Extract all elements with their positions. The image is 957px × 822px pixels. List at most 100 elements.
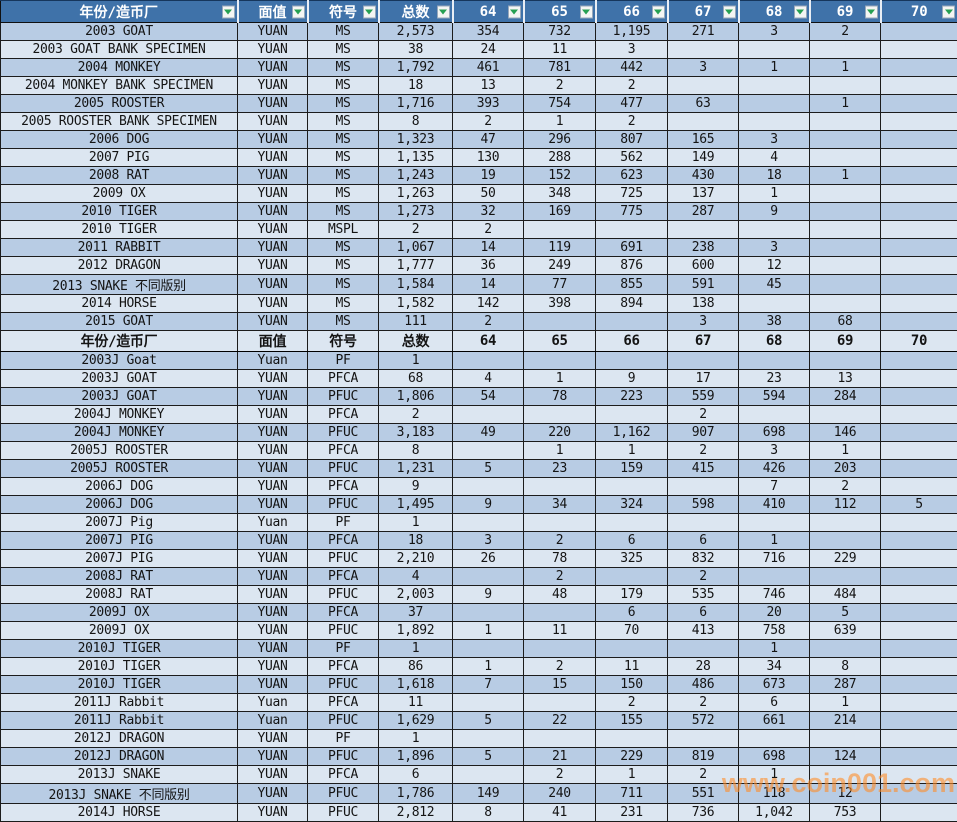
value-cell[interactable]: 6 (379, 766, 453, 784)
value-cell[interactable]: PFUC (308, 622, 379, 640)
value-cell[interactable]: 238 (668, 239, 739, 257)
value-cell[interactable]: PFUC (308, 748, 379, 766)
value-cell[interactable]: 28 (668, 658, 739, 676)
value-cell[interactable]: YUAN (238, 676, 308, 694)
value-cell[interactable]: 65 (524, 331, 596, 352)
row-label-cell[interactable]: 2011J Rabbit (1, 712, 238, 730)
value-cell[interactable]: 7 (739, 478, 810, 496)
value-cell[interactable]: 3 (739, 23, 810, 41)
value-cell[interactable]: 442 (596, 59, 668, 77)
value-cell[interactable] (739, 295, 810, 313)
value-cell[interactable]: 12 (810, 784, 881, 804)
row-label-cell[interactable]: 2010J TIGER (1, 658, 238, 676)
value-cell[interactable]: PFUC (308, 424, 379, 442)
column-header[interactable]: 年份/造币厂 (1, 1, 238, 23)
value-cell[interactable]: 249 (524, 257, 596, 275)
value-cell[interactable]: 11 (596, 658, 668, 676)
value-cell[interactable]: 214 (810, 712, 881, 730)
value-cell[interactable]: 484 (810, 586, 881, 604)
value-cell[interactable]: 477 (596, 95, 668, 113)
value-cell[interactable] (810, 41, 881, 59)
column-header[interactable]: 70 (881, 1, 957, 23)
filter-dropdown-icon[interactable] (437, 5, 450, 18)
filter-dropdown-icon[interactable] (222, 5, 235, 18)
value-cell[interactable]: 37 (379, 604, 453, 622)
value-cell[interactable]: 1 (524, 442, 596, 460)
row-label-cell[interactable]: 2008J RAT (1, 568, 238, 586)
value-cell[interactable] (596, 221, 668, 239)
value-cell[interactable] (453, 604, 524, 622)
value-cell[interactable] (881, 352, 957, 370)
value-cell[interactable]: YUAN (238, 730, 308, 748)
value-cell[interactable]: 354 (453, 23, 524, 41)
value-cell[interactable]: YUAN (238, 748, 308, 766)
value-cell[interactable]: 271 (668, 23, 739, 41)
value-cell[interactable]: YUAN (238, 59, 308, 77)
value-cell[interactable]: YUAN (238, 95, 308, 113)
value-cell[interactable]: 203 (810, 460, 881, 478)
value-cell[interactable] (881, 257, 957, 275)
value-cell[interactable]: 758 (739, 622, 810, 640)
value-cell[interactable]: YUAN (238, 185, 308, 203)
value-cell[interactable]: 535 (668, 586, 739, 604)
value-cell[interactable]: 17 (668, 370, 739, 388)
value-cell[interactable] (453, 766, 524, 784)
value-cell[interactable]: 1 (810, 442, 881, 460)
value-cell[interactable]: 11 (379, 694, 453, 712)
value-cell[interactable]: 26 (453, 550, 524, 568)
row-label-cell[interactable]: 2005J ROOSTER (1, 442, 238, 460)
value-cell[interactable]: MS (308, 295, 379, 313)
value-cell[interactable] (881, 388, 957, 406)
value-cell[interactable]: 348 (524, 185, 596, 203)
value-cell[interactable] (453, 514, 524, 532)
value-cell[interactable]: 1,582 (379, 295, 453, 313)
value-cell[interactable] (810, 640, 881, 658)
value-cell[interactable] (810, 568, 881, 586)
value-cell[interactable]: 894 (596, 295, 668, 313)
value-cell[interactable] (810, 113, 881, 131)
value-cell[interactable]: 1 (453, 622, 524, 640)
value-cell[interactable] (881, 370, 957, 388)
filter-dropdown-icon[interactable] (508, 5, 521, 18)
value-cell[interactable]: MS (308, 41, 379, 59)
value-cell[interactable] (596, 514, 668, 532)
value-cell[interactable]: 1,135 (379, 149, 453, 167)
value-cell[interactable]: 23 (739, 370, 810, 388)
value-cell[interactable]: MS (308, 239, 379, 257)
value-cell[interactable]: PFCA (308, 604, 379, 622)
value-cell[interactable] (881, 658, 957, 676)
value-cell[interactable]: PFCA (308, 658, 379, 676)
value-cell[interactable]: 229 (596, 748, 668, 766)
value-cell[interactable] (739, 77, 810, 95)
value-cell[interactable]: 2 (596, 77, 668, 95)
row-label-cell[interactable]: 2004 MONKEY (1, 59, 238, 77)
filter-dropdown-icon[interactable] (723, 5, 736, 18)
value-cell[interactable]: 288 (524, 149, 596, 167)
value-cell[interactable] (881, 23, 957, 41)
value-cell[interactable]: 623 (596, 167, 668, 185)
value-cell[interactable] (810, 730, 881, 748)
value-cell[interactable]: 64 (453, 331, 524, 352)
value-cell[interactable]: 11 (524, 622, 596, 640)
value-cell[interactable]: 8 (453, 804, 524, 822)
value-cell[interactable]: Yuan (238, 712, 308, 730)
value-cell[interactable]: Yuan (238, 694, 308, 712)
value-cell[interactable]: 876 (596, 257, 668, 275)
filter-dropdown-icon[interactable] (794, 5, 807, 18)
value-cell[interactable]: 2 (810, 478, 881, 496)
value-cell[interactable]: YUAN (238, 239, 308, 257)
value-cell[interactable]: PFCA (308, 442, 379, 460)
value-cell[interactable]: MS (308, 257, 379, 275)
value-cell[interactable]: 3 (453, 532, 524, 550)
value-cell[interactable]: PFCA (308, 694, 379, 712)
value-cell[interactable]: YUAN (238, 23, 308, 41)
row-label-cell[interactable]: 2010 TIGER (1, 221, 238, 239)
column-header[interactable]: 67 (668, 1, 739, 23)
value-cell[interactable]: 1 (596, 442, 668, 460)
value-cell[interactable]: YUAN (238, 568, 308, 586)
row-label-cell[interactable]: 2005J ROOSTER (1, 460, 238, 478)
value-cell[interactable]: PFCA (308, 766, 379, 784)
value-cell[interactable]: 2 (668, 694, 739, 712)
value-cell[interactable]: 2 (453, 113, 524, 131)
value-cell[interactable]: 68 (810, 313, 881, 331)
